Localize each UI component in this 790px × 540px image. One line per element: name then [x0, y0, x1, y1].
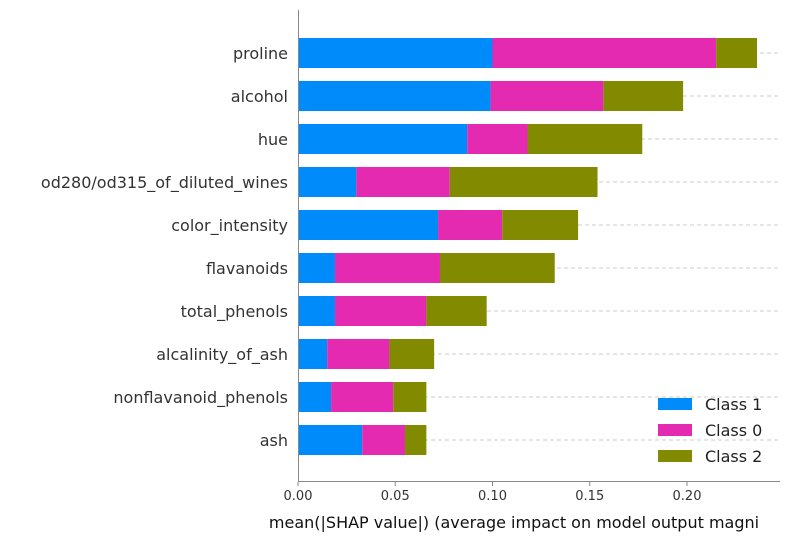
x-tick-label: 0.00: [284, 489, 313, 504]
legend-swatch: [658, 450, 692, 462]
category-label: alcohol: [231, 87, 288, 106]
bar-segment: [356, 167, 450, 197]
x-tick-label: 0.05: [381, 489, 410, 504]
bar-segment: [467, 124, 528, 154]
category-label: alcalinity_of_ash: [156, 345, 288, 365]
bar-segment: [327, 339, 390, 369]
bar-segment: [389, 339, 435, 369]
legend-swatch: [658, 424, 692, 436]
bar-segment: [438, 210, 503, 240]
bar-segment: [334, 296, 427, 326]
legend-label: Class 1: [705, 395, 762, 414]
x-tick-label: 0.15: [575, 489, 604, 504]
bar-segment: [298, 210, 439, 240]
legend-swatch: [658, 398, 692, 410]
bar-segment: [716, 38, 758, 68]
x-tick-label: 0.10: [478, 489, 507, 504]
bar-segment: [393, 382, 427, 412]
grid-lines: [298, 52, 780, 441]
bar-segment: [404, 425, 427, 455]
bar-segment: [298, 38, 493, 68]
legend-label: Class 2: [705, 447, 762, 466]
x-axis-label: mean(|SHAP value|) (average impact on mo…: [269, 513, 759, 532]
category-label: flavanoids: [206, 259, 288, 278]
bar-segment: [298, 81, 491, 111]
bar-segment: [298, 296, 335, 326]
category-label: hue: [258, 130, 288, 149]
bars: [298, 38, 758, 455]
category-labels: proline alcohol hue od280/od315_of_diluted_…: [41, 44, 288, 450]
bar-segment: [298, 167, 357, 197]
category-label: nonflavanoid_phenols: [113, 388, 288, 408]
bar-segment: [298, 339, 328, 369]
bar-segment: [492, 38, 717, 68]
bar-segment: [331, 382, 394, 412]
category-label: ash: [260, 431, 288, 450]
bar-segment: [449, 167, 598, 197]
bar-segment: [439, 253, 555, 283]
legend: Class 1 Class 0 Class 2: [658, 395, 762, 466]
category-label: total_phenols: [181, 302, 288, 322]
bar-segment: [502, 210, 579, 240]
category-label: proline: [233, 44, 288, 63]
bar-segment: [298, 124, 468, 154]
x-tick-label: 0.20: [673, 489, 702, 504]
bar-segment: [298, 425, 363, 455]
category-label: od280/od315_of_diluted_wines: [41, 173, 288, 193]
bar-segment: [603, 81, 684, 111]
bar-segment: [334, 253, 440, 283]
category-label: color_intensity: [171, 216, 288, 236]
bar-segment: [490, 81, 604, 111]
bar-segment: [362, 425, 405, 455]
bar-segment: [298, 253, 335, 283]
legend-label: Class 0: [705, 421, 762, 440]
bar-segment: [298, 382, 332, 412]
bar-segment: [527, 124, 643, 154]
bar-segment: [426, 296, 487, 326]
x-ticks: 0.00 0.05 0.10 0.15 0.20: [284, 482, 702, 504]
